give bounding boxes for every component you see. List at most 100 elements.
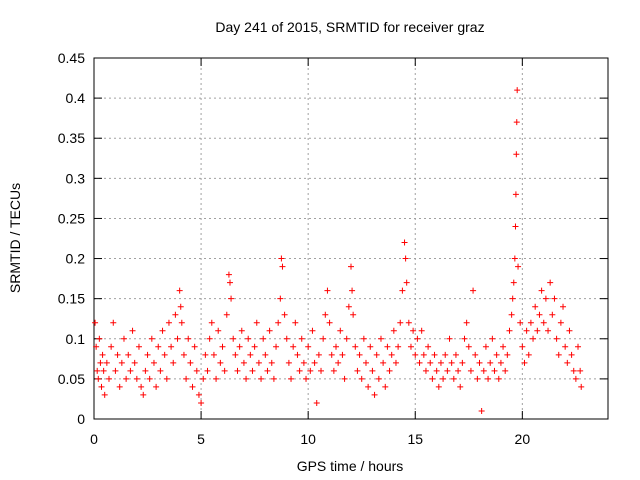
data-point [512,191,519,198]
data-point [384,343,391,350]
data-point [155,343,162,350]
data-point [547,279,554,286]
data-point [386,367,393,374]
data-point [187,359,194,366]
data-point [480,367,487,374]
data-point [191,343,198,350]
y-tick-label: 0.2 [66,251,86,267]
data-point [482,343,489,350]
data-point [467,367,474,374]
data-point [578,383,585,390]
data-point [491,367,498,374]
data-point [362,359,369,366]
data-point [402,255,409,262]
data-point [341,375,348,382]
data-point [100,367,107,374]
data-point [98,383,105,390]
data-point [99,351,106,358]
data-point [343,335,350,342]
data-point [221,367,228,374]
data-point [562,343,569,350]
data-point [514,87,521,94]
data-point [416,359,423,366]
data-point [339,351,346,358]
data-point [478,407,485,414]
data-point [459,359,466,366]
data-point [489,335,496,342]
data-point [407,343,414,350]
data-point [116,383,123,390]
data-point [497,359,504,366]
data-point [260,335,267,342]
data-point [414,335,421,342]
y-tick-label: 0.4 [66,90,86,106]
data-point [523,327,530,334]
data-point [146,375,153,382]
data-point [215,327,222,334]
data-point [105,375,112,382]
axis-ticks [93,57,608,420]
data-points [92,87,585,414]
data-point [418,327,425,334]
data-point [330,367,337,374]
data-point [560,303,567,310]
data-point [495,375,502,382]
data-point [455,367,462,374]
data-point [487,359,494,366]
data-point [553,335,560,342]
data-point [258,375,265,382]
data-point [279,263,286,270]
data-point [236,343,243,350]
data-point [365,383,372,390]
data-point [470,287,477,294]
data-point [303,375,310,382]
data-point [97,359,104,366]
data-point [542,295,549,302]
data-point [457,383,464,390]
data-point [131,359,138,366]
data-point [161,351,168,358]
data-point [399,287,406,294]
data-point [392,359,399,366]
x-axis-label: GPS time / hours [297,458,404,474]
data-point [123,375,130,382]
data-point [296,367,303,374]
data-point [463,319,470,326]
data-point [288,375,295,382]
data-point [420,351,427,358]
data-point [219,343,226,350]
data-point [180,351,187,358]
data-point [298,335,305,342]
y-tick-label: 0.05 [58,371,85,387]
data-point [163,375,170,382]
data-point [232,351,239,358]
data-point [93,343,100,350]
data-point [527,319,534,326]
data-point [177,303,184,310]
data-point [103,359,110,366]
data-point [395,343,402,350]
data-point [403,279,410,286]
data-point [251,343,258,350]
data-point [512,223,519,230]
data-point [530,335,537,342]
data-point [502,367,509,374]
data-point [292,319,299,326]
data-point [226,279,233,286]
data-point [465,343,472,350]
data-point [138,383,145,390]
data-point [440,375,447,382]
data-point [208,319,215,326]
data-point [557,319,564,326]
data-point [125,351,132,358]
data-point [300,359,307,366]
data-point [422,367,429,374]
data-point [493,351,500,358]
data-point [570,367,577,374]
plot-frame [93,57,609,420]
data-point [335,359,342,366]
x-tick-label: 10 [300,431,316,447]
data-point [112,367,119,374]
data-point [108,343,115,350]
data-point [270,375,277,382]
